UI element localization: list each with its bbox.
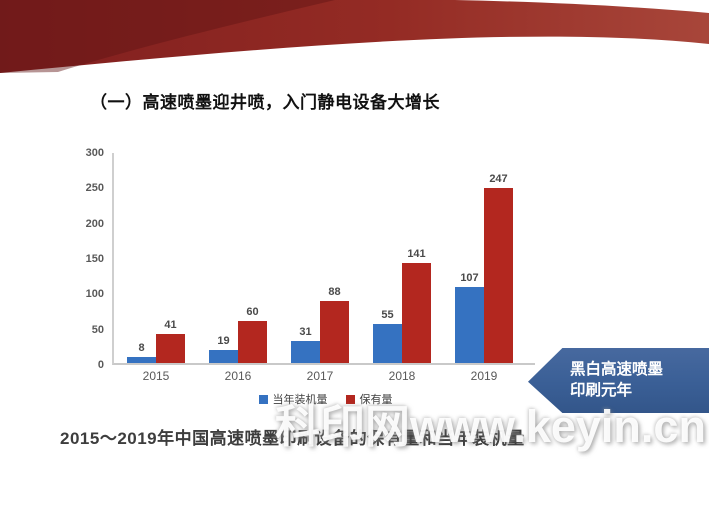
- header-swoosh-decoration: [0, 0, 709, 73]
- bar-value-label: 55: [381, 309, 394, 322]
- bar-value-label: 88: [328, 285, 341, 298]
- bar-column: 41: [156, 319, 185, 363]
- bar: [238, 320, 267, 363]
- x-axis: 2015 2016 2017 2018 2019: [114, 369, 537, 383]
- legend-label: 保有量: [359, 394, 393, 406]
- legend: 当年装机量 保有量: [114, 391, 537, 407]
- legend-swatch: [258, 394, 268, 404]
- bar: [373, 324, 402, 363]
- y-tick-label: 250: [85, 182, 104, 195]
- y-tick-label: 200: [85, 217, 104, 230]
- bar-value-label: 19: [217, 334, 230, 347]
- bar-column: 8: [127, 342, 156, 363]
- legend-label: 当年装机量: [272, 394, 328, 406]
- x-axis-label: 2017: [306, 369, 334, 383]
- bar-value-label: 107: [460, 272, 479, 285]
- legend-item: 保有量: [345, 391, 393, 407]
- banner-line1: 黑白高速喷墨: [570, 360, 664, 378]
- x-axis-label: 2015: [142, 369, 170, 383]
- bar-column: 107: [455, 272, 484, 363]
- bar-column: 55: [373, 309, 402, 363]
- y-tick-label: 0: [97, 359, 104, 371]
- bar-value-label: 247: [489, 173, 508, 186]
- chart-caption: 2015～2019年中国高速喷墨印刷设备的保有量和当年装机量: [60, 429, 525, 448]
- bar: [127, 357, 156, 363]
- y-axis: 0 50 100 150 200 250 300: [84, 147, 112, 371]
- plot-area: 8 41 19 60 31 88 55 141 107 247: [112, 153, 535, 365]
- bar: [156, 334, 185, 363]
- bar-group: 55 141: [373, 248, 431, 363]
- bar-column: 141: [402, 248, 431, 363]
- legend-swatch: [345, 394, 355, 404]
- bar-column: 31: [291, 326, 320, 363]
- x-axis-label: 2019: [470, 369, 498, 383]
- bar: [484, 188, 513, 363]
- bar-column: 88: [320, 286, 349, 363]
- y-tick-label: 50: [91, 323, 104, 336]
- bar-value-label: 141: [407, 248, 426, 261]
- bar-chart: 0 50 100 150 200 250 300 8 41 19 60 31 88 55 141 107 24…: [84, 147, 537, 407]
- bar-column: 19: [209, 335, 238, 363]
- banner-line2: 印刷元年: [570, 381, 633, 399]
- bar: [320, 300, 349, 363]
- x-axis-label: 2016: [224, 369, 252, 383]
- bar-column: 60: [238, 306, 267, 363]
- bar: [402, 263, 431, 363]
- watermark: 科印网www.keyin.cn: [275, 401, 706, 452]
- legend-item: 当年装机量: [258, 391, 328, 407]
- bar-group: 107 247: [455, 173, 513, 363]
- y-tick-label: 100: [85, 288, 104, 301]
- bar: [291, 341, 320, 363]
- bar-value-label: 60: [246, 305, 259, 318]
- bar-group: 31 88: [291, 286, 349, 363]
- callout-arrow-banner: 黑白高速喷墨 印刷元年: [528, 348, 709, 413]
- bar-value-label: 8: [138, 342, 145, 355]
- bar-value-label: 31: [299, 326, 312, 339]
- bar: [455, 287, 484, 363]
- y-tick-label: 300: [85, 147, 104, 159]
- bar-value-label: 41: [164, 319, 177, 332]
- bar: [209, 349, 238, 363]
- x-axis-label: 2018: [388, 369, 416, 383]
- bar-group: 19 60: [209, 306, 267, 363]
- page-title: （一）高速喷墨迎井喷，入门静电设备大增长: [90, 93, 440, 112]
- bar-group: 8 41: [127, 319, 185, 363]
- y-tick-label: 150: [85, 253, 104, 265]
- bar-column: 247: [484, 173, 513, 363]
